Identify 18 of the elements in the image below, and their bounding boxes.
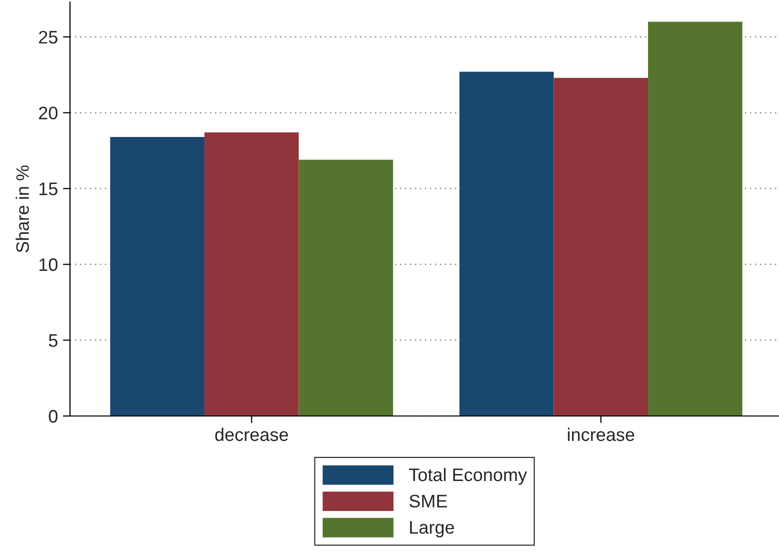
bar — [204, 132, 299, 416]
y-tick-label: 0 — [48, 410, 58, 423]
legend-label: SME — [409, 494, 447, 508]
legend-label: Total Economy — [409, 468, 528, 485]
y-tick-label: 10 — [39, 258, 58, 272]
bar — [459, 72, 554, 416]
bar — [648, 22, 742, 416]
bar — [554, 78, 648, 416]
y-tick-label: 15 — [39, 182, 58, 196]
y-tick-label: 25 — [39, 30, 58, 44]
legend-label: Large — [410, 521, 454, 538]
y-tick-label: 20 — [39, 106, 58, 120]
y-tick-label: 5 — [48, 334, 58, 347]
bar — [298, 160, 394, 416]
x-tick-label: decrease — [215, 428, 288, 442]
bar — [110, 136, 204, 416]
y-axis-title: Share in % — [16, 165, 29, 252]
x-tick-label: increase — [568, 428, 634, 442]
